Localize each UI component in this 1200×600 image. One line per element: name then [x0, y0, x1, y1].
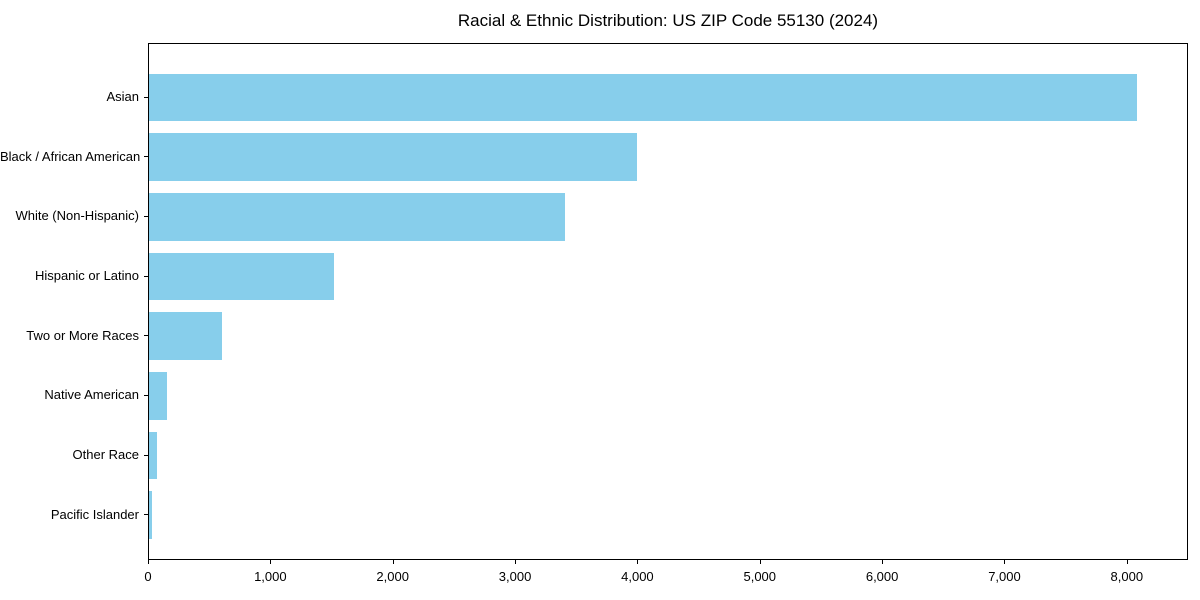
- y-tick-mark: [144, 215, 148, 217]
- y-tick-label: Asian: [106, 89, 139, 105]
- y-tick-label: Black / African American: [0, 148, 141, 164]
- y-tick-label: Native American: [44, 387, 139, 403]
- bar-pacific-islander: [149, 491, 153, 540]
- y-tick-label: Other Race: [72, 447, 139, 463]
- x-tick-mark: [148, 560, 149, 564]
- x-tick-mark: [637, 560, 639, 564]
- x-tick-label: 3,000: [498, 569, 532, 584]
- y-tick-mark: [144, 156, 148, 158]
- x-tick-label: 7,000: [988, 569, 1021, 584]
- y-tick-label: White (Non-Hispanic): [15, 208, 139, 224]
- x-tick-label: 5,000: [743, 569, 777, 584]
- bar-two-or-more-races: [149, 312, 222, 361]
- x-tick-label: 4,000: [621, 569, 654, 584]
- bar-hispanic-or-latino: [149, 252, 334, 301]
- y-tick-label: Hispanic or Latino: [34, 268, 139, 284]
- plot-area: [148, 43, 1188, 560]
- x-tick-mark: [1126, 560, 1128, 564]
- x-tick-label: 6,000: [865, 569, 899, 584]
- x-tick-label: 1,000: [254, 569, 287, 584]
- x-tick-mark: [392, 560, 394, 564]
- bar-black-african-american: [149, 133, 638, 182]
- y-tick-mark: [144, 394, 148, 396]
- y-tick-mark: [144, 335, 148, 337]
- x-tick-label: 8,000: [1110, 569, 1144, 584]
- y-tick-label: Two or More Races: [26, 327, 139, 343]
- chart-title: Racial & Ethnic Distribution: US ZIP Cod…: [457, 11, 879, 30]
- x-tick-mark: [1004, 560, 1006, 564]
- y-tick-mark: [144, 96, 148, 98]
- y-tick-mark: [144, 454, 148, 456]
- y-tick-mark: [144, 275, 148, 277]
- x-tick-mark: [515, 560, 517, 564]
- bar-other-race: [149, 431, 157, 480]
- y-tick-label: Pacific Islander: [50, 506, 139, 522]
- x-tick-label: 2,000: [376, 569, 409, 584]
- bar-white-non-hispanic-: [149, 193, 565, 241]
- x-tick-mark: [270, 560, 272, 564]
- bar-asian: [149, 73, 1137, 122]
- bar-native-american: [149, 372, 167, 420]
- x-tick-mark: [882, 560, 884, 564]
- x-tick-mark: [759, 560, 761, 564]
- x-tick-label: 0: [144, 569, 152, 584]
- y-tick-mark: [144, 514, 148, 516]
